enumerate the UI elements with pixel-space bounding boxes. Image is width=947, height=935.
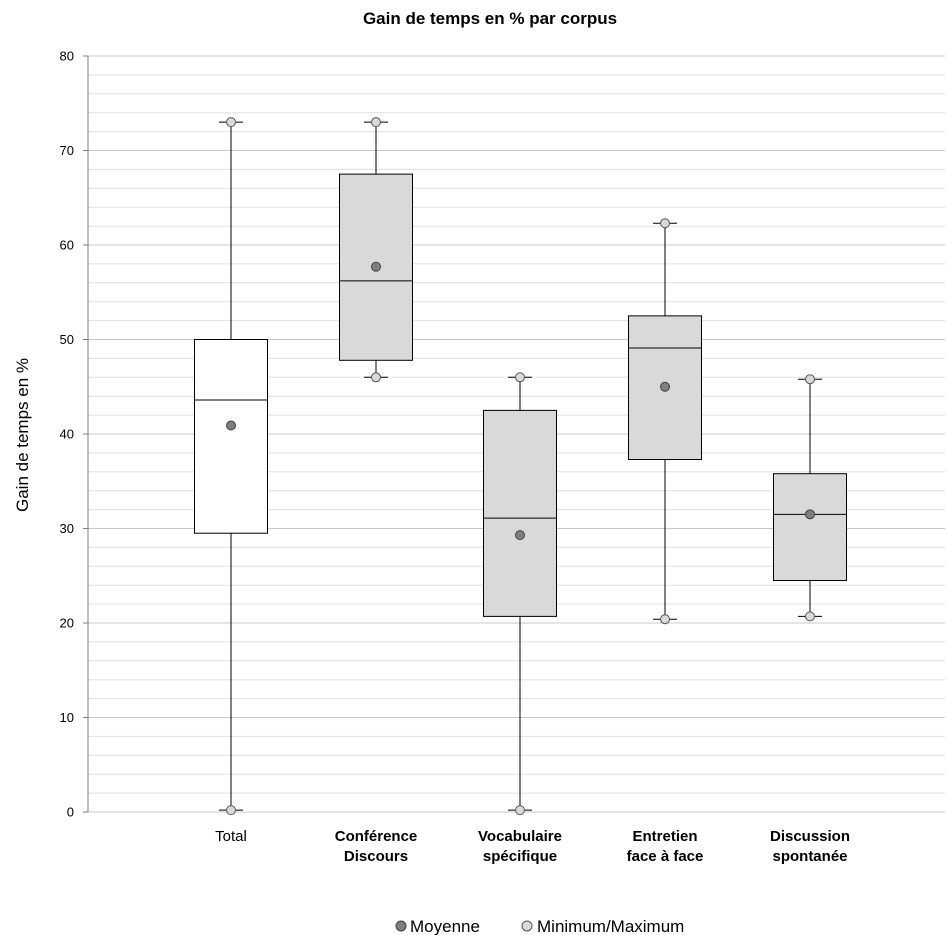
y-axis-label: Gain de temps en % bbox=[13, 358, 32, 512]
x-tick-label: Total bbox=[215, 828, 247, 845]
y-tick-label: 10 bbox=[60, 710, 74, 725]
y-tick-label: 70 bbox=[60, 143, 74, 158]
x-tick-label: Vocabulaire spécifique bbox=[478, 828, 562, 865]
mean-marker bbox=[371, 261, 381, 272]
mean-marker bbox=[805, 509, 815, 520]
mean-marker bbox=[660, 381, 670, 392]
max-marker bbox=[226, 117, 236, 128]
legend-mean-label: Moyenne bbox=[410, 917, 480, 935]
legend-mean-marker bbox=[395, 920, 407, 932]
mean-marker bbox=[515, 530, 525, 541]
box-group bbox=[194, 117, 268, 816]
min-marker bbox=[371, 372, 381, 383]
min-marker bbox=[226, 805, 236, 816]
y-tick-label: 20 bbox=[60, 616, 74, 631]
box-iqr bbox=[773, 473, 847, 581]
legend-minmax-marker bbox=[521, 920, 533, 932]
y-tick-label: 30 bbox=[60, 521, 74, 536]
max-marker bbox=[805, 374, 815, 385]
y-axis: 0 10 20 30 40 50 60 70 80 bbox=[60, 49, 89, 820]
box-group bbox=[628, 218, 702, 625]
max-marker bbox=[371, 117, 381, 128]
min-marker bbox=[515, 805, 525, 816]
max-marker bbox=[515, 372, 525, 383]
x-axis-ticks: Total Conférence Discours Vocabulaire spécif… bbox=[215, 828, 850, 865]
box-group bbox=[483, 372, 557, 816]
x-tick-label: Discussion spontanée bbox=[770, 828, 850, 865]
min-marker bbox=[660, 614, 670, 625]
max-marker bbox=[660, 218, 670, 229]
mean-marker bbox=[226, 420, 236, 431]
legend-minmax-label: Minimum/Maximum bbox=[537, 917, 684, 935]
min-marker bbox=[805, 611, 815, 622]
y-tick-label: 60 bbox=[60, 238, 74, 253]
y-tick-label: 0 bbox=[67, 805, 74, 820]
y-tick-label: 80 bbox=[60, 49, 74, 64]
boxes bbox=[194, 117, 847, 816]
box-group bbox=[773, 374, 847, 622]
x-tick-label: Entretien face à face bbox=[627, 828, 704, 865]
box-group bbox=[339, 117, 413, 383]
y-tick-label: 50 bbox=[60, 332, 74, 347]
y-tick-label: 40 bbox=[60, 427, 74, 442]
box-iqr bbox=[483, 409, 557, 617]
box-iqr bbox=[194, 339, 268, 534]
legend: Moyenne Minimum/Maximum bbox=[395, 917, 684, 935]
x-tick-label: Conférence Discours bbox=[335, 828, 418, 865]
chart-title: Gain de temps en % par corpus bbox=[363, 9, 617, 28]
